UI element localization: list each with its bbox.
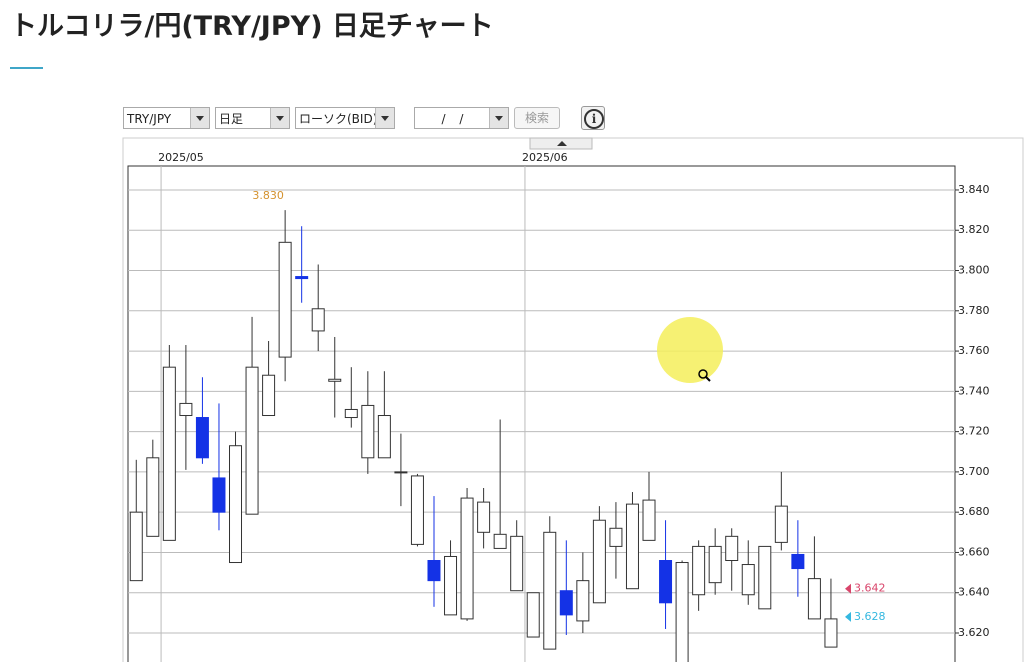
high-annotation: 3.830	[252, 189, 284, 202]
y-tick-label: 3.720	[958, 425, 990, 438]
candle-body	[543, 531, 557, 650]
candle-body	[493, 533, 507, 549]
candle-body	[477, 501, 491, 533]
candle-body	[146, 457, 160, 537]
candle-body	[295, 276, 309, 280]
candle-body	[807, 578, 821, 620]
candle-body	[162, 366, 176, 541]
y-tick-label: 3.780	[958, 304, 990, 317]
candle-body	[195, 417, 209, 459]
candle-body	[708, 545, 722, 584]
info-icon: i	[584, 109, 604, 129]
candle-body	[311, 308, 325, 332]
y-tick-label: 3.700	[958, 465, 990, 478]
candle-body	[278, 241, 292, 358]
period-value: 日足	[219, 112, 244, 126]
dropdown-arrow	[190, 108, 209, 128]
y-tick-label: 3.620	[958, 626, 990, 639]
candle-body	[212, 477, 226, 513]
candle-body	[344, 408, 358, 419]
candle-body	[377, 415, 391, 459]
title-accent	[10, 67, 43, 69]
candle-body	[675, 562, 689, 662]
y-tick-label: 3.660	[958, 545, 990, 558]
candle-body	[774, 505, 788, 543]
grid: 3.620 3.640 3.660 3.680 3.700 3.720 3.740 3.760…	[128, 151, 990, 662]
page-title: トルコリラ/円(TRY/JPY) 日足チャート	[10, 11, 494, 42]
candle-body	[262, 374, 276, 417]
candle-body	[245, 366, 259, 515]
candle-body	[526, 592, 540, 638]
info-button[interactable]: i	[581, 106, 605, 130]
x-tick-label: 2025/06	[522, 151, 568, 164]
candle-body	[758, 545, 772, 610]
candle-body	[576, 580, 590, 622]
price-marker	[845, 611, 851, 622]
candle-body	[559, 590, 573, 616]
candle-body	[444, 555, 458, 616]
x-tick-label: 2025/05	[158, 151, 204, 164]
search-button[interactable]: 検索	[514, 107, 560, 129]
y-tick-label: 3.820	[958, 223, 990, 236]
candle-body	[229, 445, 243, 564]
zoom-cursor-handle	[705, 376, 711, 382]
candle-body	[609, 527, 623, 547]
y-tick-label: 3.680	[958, 505, 990, 518]
candle-body	[394, 471, 408, 474]
y-tick-label: 3.740	[958, 384, 990, 397]
candle-body	[510, 535, 524, 592]
candle-body	[328, 378, 342, 382]
candle-body	[741, 564, 755, 596]
candle-body	[427, 560, 441, 582]
y-tick-label: 3.840	[958, 183, 990, 196]
dropdown-arrow	[489, 108, 508, 128]
pair-select[interactable]: TRY/JPY	[123, 107, 210, 129]
y-tick-label: 3.800	[958, 264, 990, 277]
pair-value: TRY/JPY	[127, 112, 172, 126]
date-value: / /	[441, 112, 464, 126]
candle-body	[725, 535, 739, 562]
y-tick-label: 3.640	[958, 586, 990, 599]
style-select[interactable]: ローソク(BID)	[295, 107, 395, 129]
zoom-cursor	[698, 369, 708, 379]
candle-body	[625, 503, 639, 590]
candle-body	[361, 404, 375, 459]
collapse-arrow	[557, 141, 567, 146]
price-marker-label: 3.628	[854, 610, 886, 623]
candle-body	[410, 475, 424, 545]
candle-body	[659, 560, 673, 604]
period-select[interactable]: 日足	[215, 107, 290, 129]
candle-body	[824, 618, 838, 648]
date-select[interactable]: / /	[414, 107, 509, 129]
candle-body	[460, 497, 474, 620]
candle-body	[592, 519, 606, 604]
cursor-highlight	[657, 317, 723, 383]
candle-body	[642, 499, 656, 541]
candle-body	[129, 511, 143, 582]
price-marker-label: 3.642	[854, 582, 886, 595]
y-tick-label: 3.760	[958, 344, 990, 357]
dropdown-arrow	[270, 108, 289, 128]
price-marker	[845, 583, 851, 594]
candle-body	[692, 545, 706, 596]
candles: 3.830 3.642 3.628	[129, 189, 886, 662]
candle-body	[791, 553, 805, 570]
style-value: ローソク(BID)	[299, 112, 378, 126]
candle-body	[179, 402, 193, 417]
dropdown-arrow	[375, 108, 394, 128]
